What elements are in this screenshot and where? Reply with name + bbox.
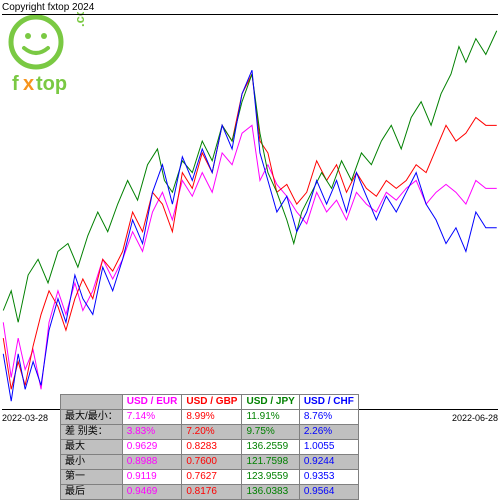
table-cell: 0.7627 [182,470,242,485]
table-cell: 0.9353 [299,470,358,485]
table-cell: 8.99% [182,410,242,425]
table-header-row: USD / EURUSD / GBPUSD / JPYUSD / CHF [61,395,359,410]
row-head: 最大/最小： [61,410,123,425]
table-cell: 0.8283 [182,440,242,455]
series-line [3,74,496,389]
table-cell: 136.2559 [242,440,299,455]
table-cell: 2.26% [299,425,358,440]
column-header: USD / CHF [299,395,358,410]
series-line [3,125,496,389]
table-cell: 0.7600 [182,455,242,470]
table-cell: 123.9559 [242,470,299,485]
table-row: 差 别类：3.83%7.20%9.75%2.26% [61,425,359,440]
currency-data-table: USD / EURUSD / GBPUSD / JPYUSD / CHF最大/最… [60,394,359,500]
table-row: 最大0.96290.8283136.25591.0055 [61,440,359,455]
table-cell: 0.9119 [122,470,182,485]
table-cell: 7.14% [122,410,182,425]
table-corner [61,395,123,410]
table-cell: 136.0383 [242,485,299,500]
column-header: USD / JPY [242,395,299,410]
table-cell: 9.75% [242,425,299,440]
row-head: 最大 [61,440,123,455]
table-cell: 11.91% [242,410,299,425]
table-cell: 0.9629 [122,440,182,455]
table-cell: 0.8176 [182,485,242,500]
table-row: 最大/最小：7.14%8.99%11.91%8.76% [61,410,359,425]
table-cell: 3.83% [122,425,182,440]
table-cell: 1.0055 [299,440,358,455]
x-axis-start-label: 2022-03-28 [2,413,48,423]
line-chart [2,14,498,410]
column-header: USD / GBP [182,395,242,410]
table-cell: 0.9244 [299,455,358,470]
table-cell: 0.9564 [299,485,358,500]
table-cell: 8.76% [299,410,358,425]
table-cell: 0.9469 [122,485,182,500]
column-header: USD / EUR [122,395,182,410]
table-cell: 7.20% [182,425,242,440]
table-row: 最小0.89880.7600121.75980.9244 [61,455,359,470]
table-cell: 0.8988 [122,455,182,470]
chart-svg [2,15,498,409]
row-head: 第一 [61,470,123,485]
row-head: 差 别类： [61,425,123,440]
table-cell: 121.7598 [242,455,299,470]
table-row: 最后0.94690.8176136.03830.9564 [61,485,359,500]
table-row: 第一0.91190.7627123.95590.9353 [61,470,359,485]
row-head: 最小 [61,455,123,470]
row-head: 最后 [61,485,123,500]
series-line [3,70,496,401]
x-axis-end-label: 2022-06-28 [452,413,498,423]
